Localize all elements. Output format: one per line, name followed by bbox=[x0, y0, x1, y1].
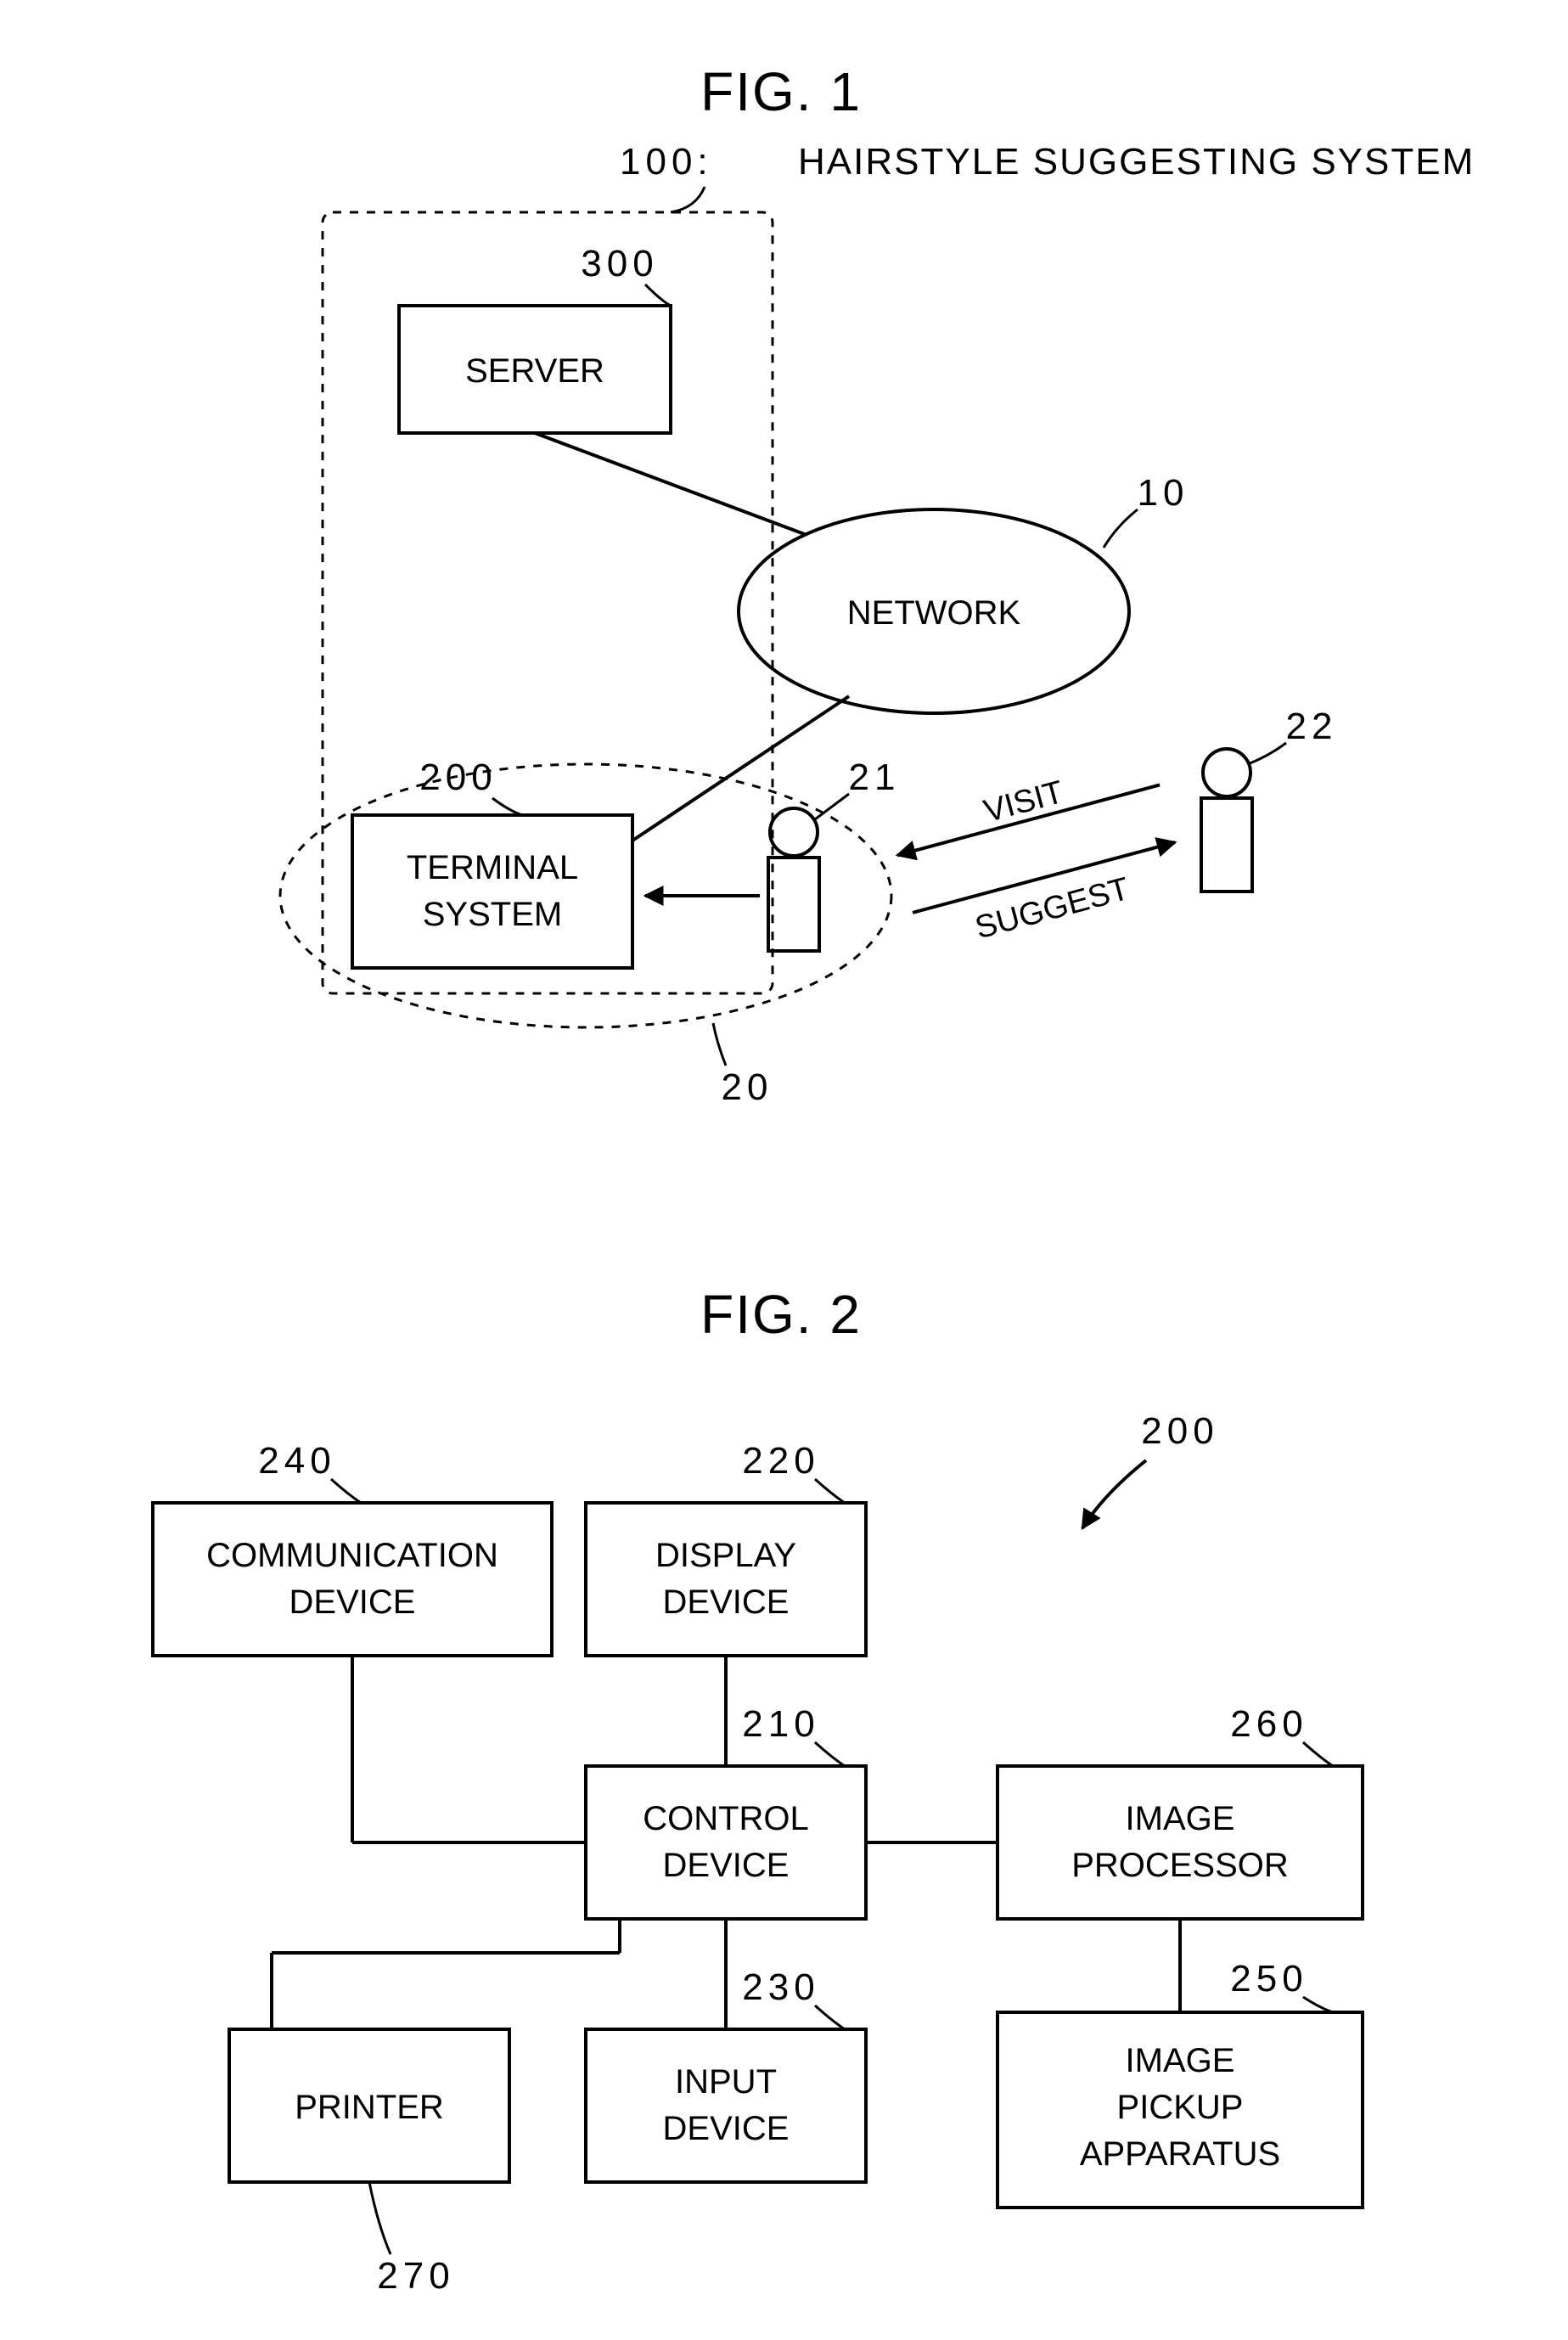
comm-leader bbox=[331, 1479, 361, 1503]
control-label-2: DEVICE bbox=[663, 1847, 790, 1884]
fig1-caption-leader bbox=[671, 187, 705, 212]
dashed-ellipse-leader bbox=[713, 1023, 726, 1066]
printer-leader bbox=[369, 2182, 391, 2254]
input-leader bbox=[815, 2005, 845, 2029]
person-outside-num: 22 bbox=[1286, 706, 1338, 747]
fig1-caption-text: HAIRSTYLE SUGGESTING SYSTEM bbox=[798, 141, 1475, 183]
terminal-box bbox=[352, 815, 632, 968]
server-num-leader bbox=[645, 284, 671, 306]
fig2-title: FIG. 2 bbox=[700, 1284, 862, 1345]
visit-suggest-group: VISIT SUGGEST bbox=[888, 750, 1189, 961]
terminal-label-2: SYSTEM bbox=[423, 896, 562, 933]
control-label-1: CONTROL bbox=[643, 1800, 809, 1837]
server-label: SERVER bbox=[465, 352, 604, 390]
terminal-num-leader bbox=[492, 798, 522, 815]
comm-label-1: COMMUNICATION bbox=[206, 1537, 498, 1574]
person-inside-icon bbox=[768, 808, 819, 951]
display-leader bbox=[815, 1479, 845, 1503]
fig1-caption-num: 100: bbox=[620, 141, 713, 183]
image-proc-label-1: IMAGE bbox=[1126, 1800, 1235, 1837]
display-label-2: DEVICE bbox=[663, 1583, 790, 1621]
display-num: 220 bbox=[742, 1440, 819, 1482]
image-proc-label-2: PROCESSOR bbox=[1071, 1847, 1289, 1884]
comm-label-2: DEVICE bbox=[289, 1583, 416, 1621]
pickup-leader bbox=[1303, 1997, 1333, 2012]
fig2-system-num: 200 bbox=[1141, 1410, 1218, 1452]
terminal-label-1: TERMINAL bbox=[407, 849, 578, 886]
person-inside-num: 21 bbox=[849, 757, 901, 798]
printer-num: 270 bbox=[377, 2255, 454, 2297]
person-outside-leader bbox=[1248, 743, 1286, 764]
display-label-1: DISPLAY bbox=[655, 1537, 796, 1574]
person-inside-leader bbox=[815, 794, 849, 819]
image-proc-box bbox=[998, 1766, 1363, 1919]
image-proc-leader bbox=[1303, 1742, 1333, 1766]
image-proc-num: 260 bbox=[1230, 1703, 1307, 1745]
comm-box bbox=[153, 1503, 552, 1656]
input-label-1: INPUT bbox=[675, 2063, 777, 2101]
network-num: 10 bbox=[1138, 472, 1189, 514]
network-label: NETWORK bbox=[847, 594, 1021, 632]
pickup-num: 250 bbox=[1230, 1958, 1307, 2000]
pickup-label-2: PICKUP bbox=[1117, 2089, 1244, 2126]
display-box bbox=[586, 1503, 866, 1656]
line-server-network bbox=[535, 433, 806, 535]
control-leader bbox=[815, 1742, 845, 1766]
input-box bbox=[586, 2029, 866, 2182]
pickup-label-1: IMAGE bbox=[1126, 2042, 1235, 2079]
pickup-label-3: APPARATUS bbox=[1080, 2135, 1280, 2173]
fig1-title: FIG. 1 bbox=[700, 61, 862, 122]
network-num-leader bbox=[1104, 509, 1138, 548]
server-num: 300 bbox=[581, 243, 658, 284]
person-outside-icon bbox=[1201, 749, 1252, 892]
terminal-num: 200 bbox=[419, 757, 497, 798]
fig1-dashed-ellipse bbox=[280, 764, 891, 1027]
control-box bbox=[586, 1766, 866, 1919]
printer-label: PRINTER bbox=[295, 2089, 444, 2126]
input-label-2: DEVICE bbox=[663, 2110, 790, 2147]
suggest-label: SUGGEST bbox=[971, 871, 1132, 947]
dashed-ellipse-num: 20 bbox=[722, 1066, 773, 1108]
comm-num: 240 bbox=[258, 1440, 335, 1482]
input-num: 230 bbox=[742, 1966, 819, 2008]
control-num: 210 bbox=[742, 1703, 819, 1745]
fig2-system-arrow bbox=[1082, 1460, 1146, 1528]
